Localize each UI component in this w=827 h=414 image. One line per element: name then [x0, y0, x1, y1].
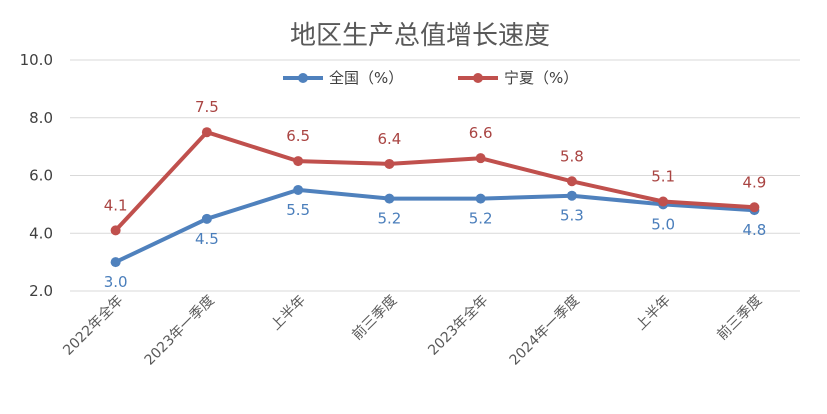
series-group	[110, 127, 760, 268]
data-point	[566, 190, 577, 201]
data-point	[658, 196, 669, 207]
data-point	[475, 153, 486, 164]
data-point	[293, 156, 304, 167]
x-axis-ticks: 2022年全年 2023年一季度 上半年 前三季度 2023年全年 2024年一季度 上半年…	[60, 292, 766, 369]
chart-title: 地区生产总值增长速度	[290, 21, 550, 51]
legend-label: 全国（%）	[329, 69, 403, 87]
legend-marker	[473, 73, 483, 83]
data-label: 4.5	[195, 230, 219, 248]
data-label: 4.1	[104, 196, 128, 214]
data-labels: 3.0 4.5 5.5 5.2 5.2 5.3 5.0 4.8 4.1 7.5 6.5 6.4 6.6 5…	[104, 98, 767, 291]
y-axis-ticks: 2.0 4.0 6.0 8.0 10.0	[20, 51, 53, 300]
data-label: 6.4	[377, 130, 401, 148]
y-tick-label: 8.0	[29, 109, 53, 127]
data-label: 4.9	[742, 173, 766, 191]
data-label: 5.5	[286, 201, 310, 219]
data-label: 4.8	[742, 221, 766, 239]
legend: 全国（%） 宁夏（%）	[283, 69, 578, 87]
data-label: 3.0	[104, 273, 128, 291]
y-tick-label: 4.0	[29, 224, 53, 242]
data-label: 6.5	[286, 127, 310, 145]
data-label: 5.1	[651, 167, 675, 185]
data-point	[749, 202, 760, 213]
data-label: 6.6	[469, 124, 493, 142]
data-point	[384, 158, 395, 169]
x-tick-label: 前三季度	[349, 292, 401, 344]
data-point	[201, 213, 212, 224]
x-tick-label: 2024年一季度	[507, 293, 583, 369]
x-tick-label: 上半年	[633, 293, 674, 334]
series-line-1	[113, 130, 757, 233]
data-label: 5.2	[377, 210, 401, 228]
data-point	[110, 257, 121, 268]
legend-marker	[298, 73, 308, 83]
data-label: 5.3	[560, 207, 584, 225]
series-line-0	[113, 187, 757, 265]
legend-label: 宁夏（%）	[504, 69, 578, 87]
data-point	[384, 193, 395, 204]
data-point	[293, 184, 304, 195]
data-label: 7.5	[195, 98, 219, 116]
y-tick-label: 6.0	[29, 167, 53, 185]
data-label: 5.2	[469, 210, 493, 228]
data-label: 5.0	[651, 215, 675, 233]
x-tick-label: 2022年全年	[60, 292, 127, 359]
data-point	[201, 127, 212, 138]
data-point	[566, 176, 577, 187]
grid-lines	[70, 59, 800, 292]
x-tick-label: 前三季度	[714, 292, 766, 344]
x-tick-label: 2023年一季度	[142, 293, 218, 369]
data-point	[110, 225, 121, 236]
y-tick-label: 2.0	[29, 282, 53, 300]
x-tick-label: 上半年	[268, 293, 309, 334]
data-label: 5.8	[560, 147, 584, 165]
y-tick-label: 10.0	[20, 51, 53, 69]
data-point	[475, 193, 486, 204]
x-tick-label: 2023年全年	[425, 292, 492, 359]
